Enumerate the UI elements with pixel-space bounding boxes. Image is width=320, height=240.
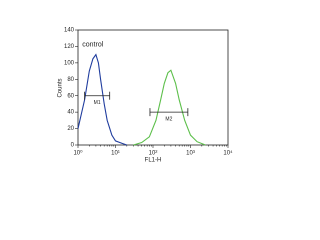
gate-label: M1: [94, 100, 101, 106]
histogram-line: [77, 53, 127, 146]
x-tick-label: 10⁴: [223, 150, 233, 157]
x-tick-label: 10³: [186, 151, 195, 157]
gate-label: M2: [165, 116, 172, 122]
y-axis-label: Counts: [58, 78, 64, 97]
y-tick-label: 120: [64, 44, 75, 50]
x-tick-label: 10¹: [111, 151, 120, 157]
x-tick-label: 10⁰: [73, 150, 83, 157]
histogram-line: [133, 69, 206, 146]
y-tick-label: 60: [67, 93, 74, 99]
x-axis-label: FL1-H: [145, 158, 162, 164]
y-tick-label: 100: [64, 60, 75, 66]
y-tick-label: 80: [67, 77, 74, 83]
x-tick-label: 10²: [149, 151, 158, 157]
chart: FL1-H Counts 0 20 40 60 80 100 120 140 10⁰ 10¹ 10²…: [58, 28, 233, 164]
y-tick-label: 20: [67, 126, 74, 132]
y-tick-label: 0: [71, 143, 75, 149]
y-tick-label: 40: [67, 110, 74, 116]
y-tick-label: 140: [64, 28, 75, 34]
annotation: control: [82, 42, 103, 49]
page: FL1-H Counts 0 20 40 60 80 100 120 140 10⁰ 10¹ 10²…: [57, 27, 234, 164]
